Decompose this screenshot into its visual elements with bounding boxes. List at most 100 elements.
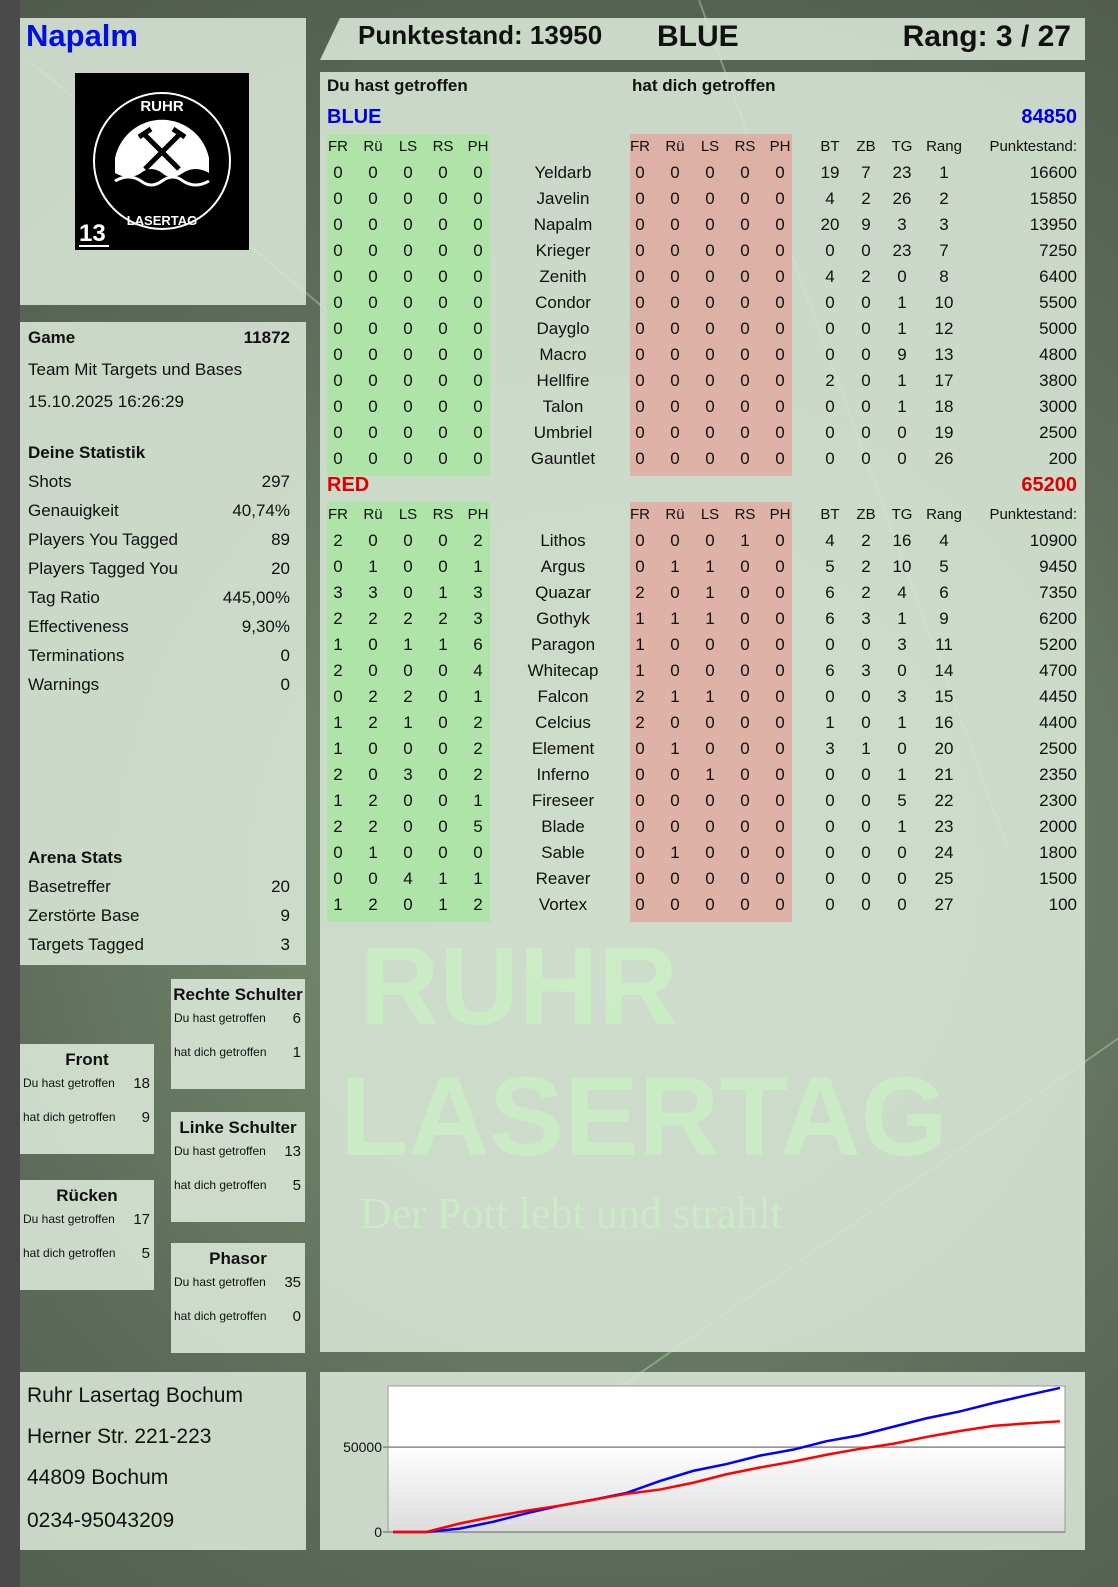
zone-hit-label: Du hast getroffen	[174, 1011, 266, 1025]
stat-value: 0	[897, 895, 907, 914]
player-name: Talon	[542, 397, 584, 416]
team-logo: RUHR LASERTAG 13	[75, 73, 249, 250]
got-value: 0	[740, 843, 750, 862]
got-value: 1	[670, 609, 680, 628]
got-value: 0	[705, 843, 715, 862]
hit-value: 0	[438, 687, 448, 706]
stat-value: 0	[861, 869, 871, 888]
column-header: ZB	[856, 506, 876, 523]
got-value: 0	[740, 215, 750, 234]
got-value: 0	[670, 319, 680, 338]
got-value: 0	[775, 791, 785, 810]
stat-value: 1	[897, 371, 907, 390]
stat-value: 5	[939, 557, 949, 576]
stat-value: 3	[897, 635, 907, 654]
player-score: 5000	[1039, 319, 1077, 338]
stat-value: 12	[934, 319, 954, 338]
hit-value: 0	[473, 397, 483, 416]
column-header: Rang	[926, 138, 962, 155]
got-value: 0	[740, 635, 750, 654]
got-value: 1	[635, 635, 645, 654]
player-score: 7250	[1039, 241, 1077, 260]
got-value: 0	[775, 241, 785, 260]
hit-column-block	[327, 134, 490, 476]
stat-value: 3	[825, 739, 835, 758]
hit-value: 0	[333, 293, 343, 312]
team-name: RED	[327, 474, 370, 496]
player-score: 5500	[1039, 293, 1077, 312]
stat-label: Shots	[28, 472, 72, 491]
hit-value: 0	[473, 423, 483, 442]
got-value: 0	[775, 687, 785, 706]
player-name: Napalm	[533, 215, 593, 234]
hit-value: 0	[403, 215, 413, 234]
got-value: 0	[635, 423, 645, 442]
arena-title: Arena Stats	[28, 848, 123, 867]
zone-got-value: 5	[141, 1245, 150, 1262]
hit-value: 0	[368, 661, 378, 680]
arena-value: 9	[280, 906, 290, 925]
hit-value: 0	[333, 319, 343, 338]
hit-value: 0	[333, 449, 343, 468]
hit-value: 0	[368, 371, 378, 390]
stat-value: 0	[861, 713, 871, 732]
hit-value: 0	[333, 267, 343, 286]
hit-value: 0	[368, 319, 378, 338]
stat-value: 15	[934, 687, 954, 706]
hit-value: 0	[403, 661, 413, 680]
got-value: 0	[740, 869, 750, 888]
column-header: BT	[820, 506, 840, 523]
stat-value: 5	[897, 791, 907, 810]
stat-value: 0	[825, 449, 835, 468]
got-value: 0	[670, 397, 680, 416]
hit-value: 0	[438, 345, 448, 364]
column-header: ZB	[856, 138, 876, 155]
plot-area	[387, 1385, 1066, 1533]
stat-value: 26	[934, 449, 954, 468]
got-value: 0	[740, 609, 750, 628]
got-value: 0	[635, 215, 645, 234]
stat-value: 9	[939, 609, 949, 628]
player-score: 4700	[1039, 661, 1077, 680]
arena-label: Basetreffer	[28, 877, 111, 896]
zone-got-label: hat dich getroffen	[23, 1246, 116, 1260]
got-value: 0	[740, 371, 750, 390]
stat-value: 0	[280, 675, 290, 694]
got-value: 0	[670, 869, 680, 888]
hit-value: 0	[473, 371, 483, 390]
got-value: 0	[635, 869, 645, 888]
got-value: 0	[775, 765, 785, 784]
got-value: 0	[670, 449, 680, 468]
got-value: 1	[670, 843, 680, 862]
stat-value: 9	[861, 215, 871, 234]
stat-value: 13	[934, 345, 954, 364]
hit-value: 0	[368, 635, 378, 654]
column-header: LS	[398, 138, 418, 155]
player-score: 1500	[1039, 869, 1077, 888]
got-value: 0	[740, 661, 750, 680]
stat-value: 5	[825, 557, 835, 576]
hit-value: 0	[368, 739, 378, 758]
player-name: Macro	[539, 345, 587, 364]
stat-value: 3	[939, 215, 949, 234]
got-value: 0	[705, 345, 715, 364]
hit-value: 2	[403, 687, 413, 706]
player-score: 10900	[1029, 531, 1077, 550]
zone-got-value: 1	[292, 1044, 301, 1061]
stat-value: 0	[897, 423, 907, 442]
got-value: 0	[740, 713, 750, 732]
player-name: Lithos	[540, 531, 586, 550]
got-value: 0	[635, 739, 645, 758]
player-name: Krieger	[535, 241, 591, 260]
stat-value: 0	[825, 423, 835, 442]
got-value: 0	[740, 293, 750, 312]
hit-value: 0	[333, 345, 343, 364]
player-name: Gauntlet	[530, 449, 596, 468]
player-score: 3800	[1039, 371, 1077, 390]
stat-value: 297	[261, 472, 290, 491]
got-value: 0	[635, 557, 645, 576]
stat-value: 1	[897, 765, 907, 784]
stat-value: 16	[892, 531, 912, 550]
player-name: Umbriel	[533, 423, 593, 442]
got-value: 0	[705, 423, 715, 442]
